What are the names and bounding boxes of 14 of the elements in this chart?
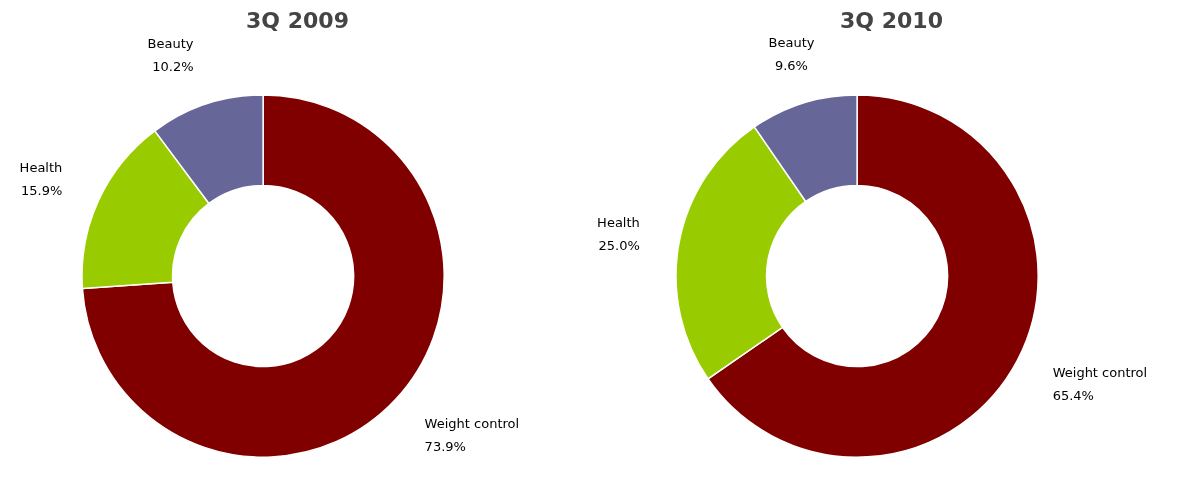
data-label: 10.2% [152, 59, 194, 75]
slice-label: Health [19, 159, 63, 175]
chart-title: 3Q 2010 [840, 7, 943, 33]
slice-label: Weight control [424, 415, 520, 431]
data-label: 73.9% [424, 438, 466, 454]
slice-label: Beauty [768, 34, 815, 50]
chart-title: 3Q 2009 [246, 7, 349, 33]
slice-label: Weight control [1052, 365, 1148, 381]
slice-label: Beauty [147, 36, 194, 52]
slice-label: Health [597, 214, 640, 230]
data-label: 25.0% [598, 237, 640, 253]
data-label: 15.9% [21, 182, 63, 198]
data-label: 9.6% [774, 57, 808, 73]
data-label: 65.4% [1052, 388, 1094, 404]
